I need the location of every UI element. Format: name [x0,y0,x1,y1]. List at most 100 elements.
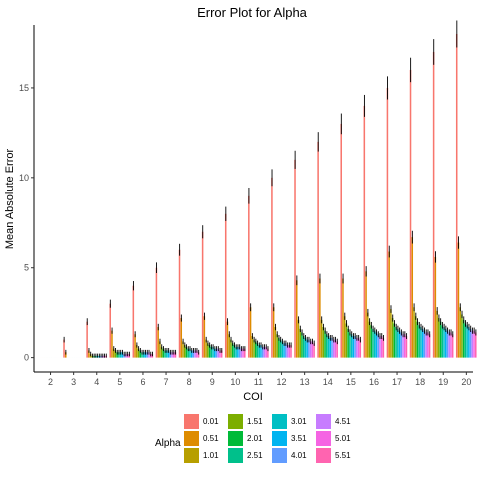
bar [343,316,346,358]
bar [267,348,269,358]
legend-key [316,431,331,446]
bar [365,271,367,358]
bar [109,303,111,358]
bar [192,350,195,358]
bar [256,343,259,358]
bar [466,325,468,358]
bar [329,337,332,358]
bar [448,332,450,358]
legend-key [228,431,243,446]
legend-title: Alpha [155,438,181,449]
x-tick-label: 15 [346,377,356,387]
bar [397,328,399,358]
bar [411,237,414,358]
bar [215,348,218,358]
bar [386,87,389,358]
bar [441,325,444,358]
bar [169,352,172,358]
legend-key [184,431,199,446]
x-tick-label: 5 [117,377,122,387]
bar [134,334,136,358]
bar [345,323,348,358]
bar [265,346,267,358]
bar [167,350,170,358]
legend-key [316,448,331,463]
bar [121,352,124,358]
bar [233,345,236,358]
bar [274,327,277,358]
bar [294,159,296,358]
bar [354,336,356,358]
legend: Alpha 0.01 0.51 1.01 1.51 2.01 2.51 3.01 3.51 4.… [155,414,351,463]
x-tick-label: 13 [300,377,310,387]
bar [197,352,200,358]
legend-label: 0.01 [203,417,219,426]
bar [347,328,349,358]
legend-key [272,414,287,429]
bar [178,249,181,358]
bar [377,334,379,358]
x-tick-label: 16 [369,377,379,387]
bar [306,339,308,358]
bar [350,334,353,358]
bar [413,307,415,358]
legend-label: 5.01 [335,434,351,443]
x-tick-label: 11 [254,377,263,387]
legend-label: 2.01 [247,434,263,443]
bar [132,285,135,358]
bar [363,105,366,358]
x-tick-label: 10 [230,377,240,387]
bar [249,307,252,358]
bar [228,334,230,358]
bar [421,328,424,358]
bar [137,348,140,358]
bar [322,327,325,358]
bar [271,177,273,358]
x-tick-label: 14 [323,377,333,387]
bar [388,251,390,358]
bar [402,334,404,358]
bar [311,341,314,358]
bar [327,336,330,358]
bar [400,332,403,358]
bar [224,213,227,358]
bar [297,319,300,358]
bar [263,346,266,358]
bar [469,328,472,358]
bar [276,334,278,358]
bar [336,341,338,358]
bar [427,332,429,358]
bar [455,33,458,358]
y-tick-label: 5 [24,263,29,273]
bar [414,316,417,358]
bar [212,346,214,358]
y-tick-label: 15 [19,83,29,93]
bar [464,323,467,358]
bar [367,312,369,358]
bar [260,345,262,358]
bar [319,278,321,358]
x-tick-label: 20 [461,377,471,387]
x-tick-label: 3 [71,377,76,387]
bar [288,345,291,358]
bar [210,346,213,358]
bar [332,339,335,358]
bar [86,321,88,358]
legend-label: 2.51 [247,451,263,460]
bar [391,318,394,358]
bar [254,341,257,358]
legend-label: 1.51 [247,417,263,426]
bar [286,345,289,358]
x-tick-label: 19 [438,377,448,387]
bar [64,352,67,358]
bar [166,350,168,358]
bar [171,352,173,358]
bar [230,339,232,358]
bar [238,346,241,358]
legend-label: 3.51 [291,434,307,443]
bar [190,350,193,358]
bar [356,337,358,358]
bar [349,332,351,358]
bar [439,321,442,358]
bar [146,352,148,358]
